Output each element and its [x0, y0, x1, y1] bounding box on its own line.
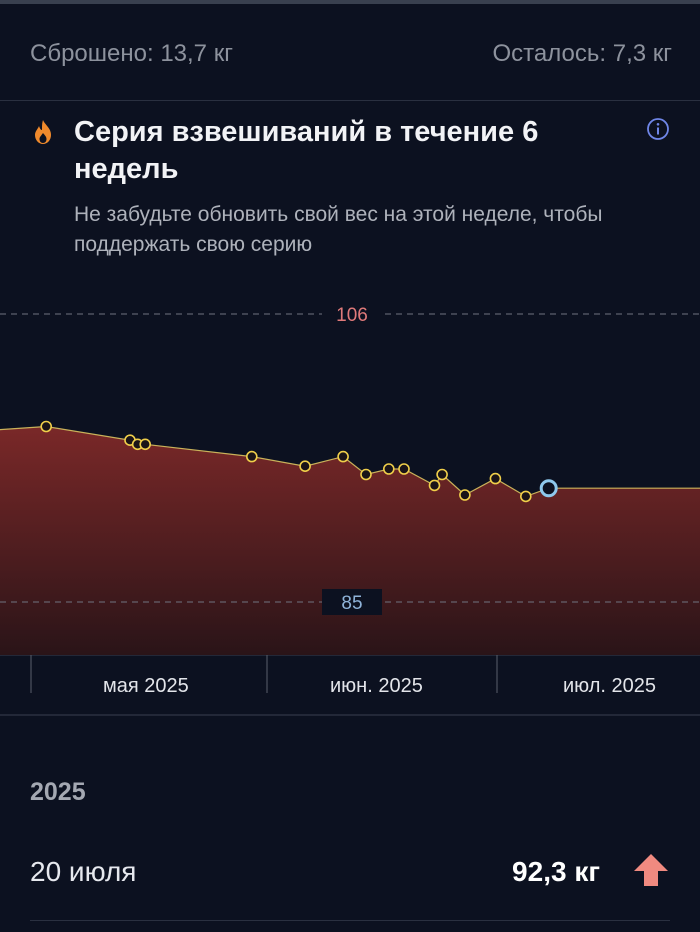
weight-lost: Сброшено: 13,7 кг	[30, 40, 233, 67]
weight-point[interactable]	[489, 472, 502, 485]
info-icon[interactable]	[647, 118, 669, 140]
reference-label-bg-106	[322, 301, 382, 327]
weight-summary: Сброшено: 13,7 кг Осталось: 7,3 кг	[0, 0, 700, 101]
x-tick-label: мая 2025	[103, 675, 189, 697]
chart-markers	[40, 420, 558, 503]
entry-weight[interactable]: 92,3 кг	[512, 856, 600, 887]
weight-point[interactable]	[428, 479, 441, 492]
weight-chart[interactable]: 106 85	[0, 260, 700, 716]
weight-point[interactable]	[519, 490, 532, 503]
weight-point[interactable]	[436, 468, 448, 481]
weight-point[interactable]	[382, 463, 395, 475]
weight-point[interactable]	[398, 463, 410, 475]
arrow-up-icon	[634, 854, 668, 886]
weight-point[interactable]	[337, 450, 349, 463]
entry-date[interactable]: 20 июля	[30, 856, 137, 887]
entry-divider	[30, 920, 670, 921]
reference-label-85: 85	[341, 593, 362, 614]
chart-area-fill	[0, 426, 700, 655]
reference-label-106: 106	[336, 305, 368, 326]
weight-point[interactable]	[360, 468, 372, 481]
weight-point[interactable]	[40, 420, 53, 433]
reference-label-bg-85	[322, 589, 382, 615]
axis-ticks	[0, 655, 700, 716]
top-divider	[0, 0, 700, 4]
streak-title: Серия взвешиваний в течение 6 недель	[74, 116, 539, 185]
weight-point[interactable]	[246, 450, 258, 463]
flame-icon	[35, 120, 51, 144]
weight-point[interactable]	[139, 438, 151, 451]
weight-remaining: Осталось: 7,3 кг	[492, 40, 672, 67]
weight-point[interactable]	[299, 460, 311, 473]
year-heading: 2025	[30, 778, 86, 806]
streak-card: Серия взвешиваний в течение 6 недель Не …	[0, 101, 700, 261]
current-weight-point[interactable]	[539, 479, 558, 498]
x-tick-label: июл. 2025	[563, 675, 657, 697]
x-tick-label: июн. 2025	[330, 675, 423, 697]
chart-x-axis: мая 2025 июн. 2025 июл. 2025	[0, 655, 700, 716]
streak-subtitle: Не забудьте обновить свой вес на этой не…	[74, 203, 603, 256]
weight-point[interactable]	[459, 489, 471, 501]
